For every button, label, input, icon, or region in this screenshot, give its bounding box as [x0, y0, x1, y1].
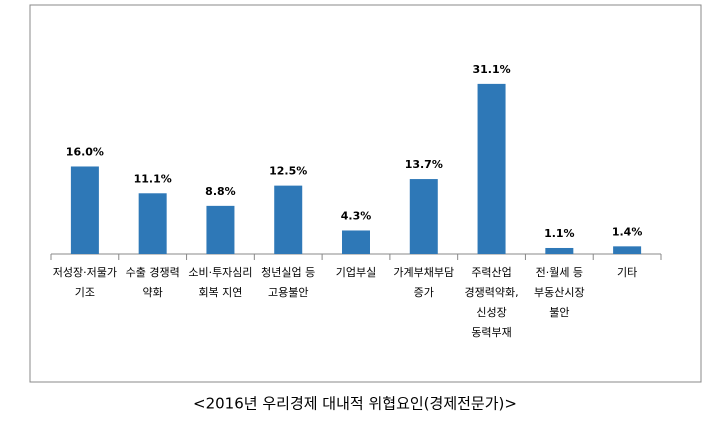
bar: [342, 230, 370, 254]
x-tick-label: 약화: [143, 285, 163, 299]
x-tick-label: 불안: [549, 306, 569, 319]
x-tick-label: 경쟁력약화,: [465, 285, 519, 299]
x-tick-label: 전·월세 등: [536, 266, 583, 279]
chart-title: <2016년 우리경제 대내적 위협요인(경제전문가)>: [193, 395, 517, 413]
bar: [138, 193, 167, 254]
bar: [206, 205, 235, 254]
x-tick-label: 청년실업 등: [261, 266, 315, 279]
x-tick-label: 주력산업: [471, 266, 511, 279]
x-tick-label: 기타: [617, 266, 637, 279]
x-tick-label: 신성장: [476, 306, 506, 319]
bar: [545, 247, 574, 254]
value-label: 1.1%: [544, 227, 575, 240]
x-tick-label: 부동산시장: [534, 286, 585, 299]
value-label: 1.4%: [612, 225, 643, 238]
value-label: 11.1%: [134, 172, 172, 185]
x-tick-label: 고용불안: [268, 286, 308, 299]
x-tick-label: 가계부채부담: [393, 266, 454, 279]
bar: [409, 179, 438, 254]
value-label: 4.3%: [341, 209, 372, 222]
x-tick-label: 기조: [75, 286, 95, 299]
bar: [274, 185, 303, 254]
x-tick-label: 수출 경쟁력: [126, 266, 180, 279]
x-tick-label: 기업부실: [336, 266, 376, 279]
x-tick-label: 증가: [414, 286, 434, 299]
bar: [477, 83, 506, 255]
value-label: 13.7%: [405, 158, 443, 171]
chart-frame: [29, 4, 702, 383]
value-label: 8.8%: [205, 185, 236, 198]
value-label: 12.5%: [269, 165, 307, 178]
bar: [70, 166, 99, 254]
x-tick-label: 저성장·저물가: [53, 266, 117, 279]
x-tick-label: 소비·투자심리: [188, 266, 252, 279]
value-label: 16.0%: [66, 145, 104, 158]
value-label: 31.1%: [472, 63, 510, 76]
x-tick-label: 동력부재: [471, 326, 511, 339]
bar: [613, 246, 642, 254]
x-tick-label: 회복 지연: [198, 286, 242, 299]
